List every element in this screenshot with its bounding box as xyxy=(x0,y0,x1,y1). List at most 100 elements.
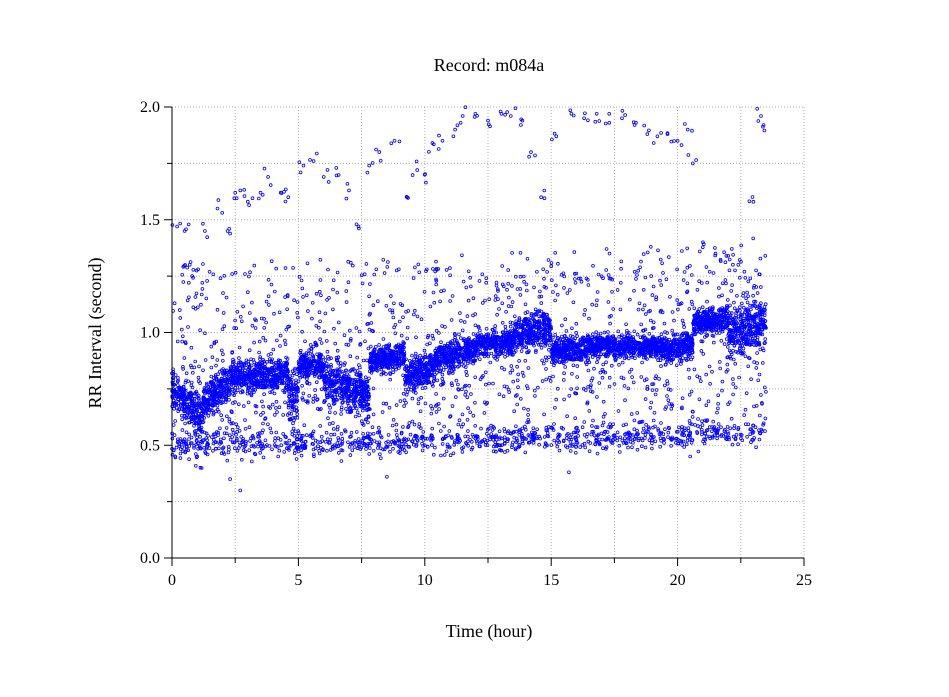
data-point xyxy=(590,332,595,337)
data-point xyxy=(235,309,240,314)
data-point xyxy=(206,413,211,418)
data-point xyxy=(176,376,180,380)
data-point xyxy=(262,392,266,397)
data-point xyxy=(173,396,178,401)
data-point xyxy=(194,463,198,468)
data-point xyxy=(615,288,620,292)
data-point xyxy=(237,402,241,407)
data-point xyxy=(228,433,232,438)
data-point xyxy=(516,385,520,390)
data-point xyxy=(257,350,261,355)
data-point xyxy=(415,314,420,319)
data-point xyxy=(240,365,244,369)
data-point xyxy=(208,391,213,396)
data-point xyxy=(323,358,328,362)
data-point xyxy=(357,329,362,334)
data-point xyxy=(641,307,645,312)
data-point xyxy=(718,366,722,371)
data-point xyxy=(575,364,580,368)
data-point xyxy=(285,357,290,361)
data-point xyxy=(639,322,643,327)
data-point xyxy=(183,388,188,393)
data-point xyxy=(595,395,599,399)
data-point xyxy=(394,403,399,407)
data-point xyxy=(184,407,188,411)
data-point xyxy=(488,360,493,365)
data-point xyxy=(208,408,212,412)
data-point xyxy=(268,390,272,395)
data-point xyxy=(176,401,181,406)
data-point xyxy=(554,283,558,288)
data-point xyxy=(540,379,545,383)
data-point xyxy=(717,294,721,299)
data-point xyxy=(213,373,218,377)
data-point xyxy=(425,342,429,347)
data-point xyxy=(669,361,673,365)
data-point xyxy=(190,419,194,424)
data-point xyxy=(215,396,219,401)
data-point xyxy=(222,387,227,391)
data-point xyxy=(247,366,252,370)
data-point xyxy=(434,392,438,396)
data-point xyxy=(495,357,499,362)
data-point xyxy=(310,316,314,321)
data-point xyxy=(180,413,184,418)
data-point xyxy=(239,383,244,388)
data-point xyxy=(186,411,190,415)
data-point xyxy=(223,383,228,388)
data-point xyxy=(227,393,231,397)
data-point xyxy=(563,365,567,369)
data-point xyxy=(600,375,605,380)
data-point xyxy=(659,332,664,337)
data-point xyxy=(189,409,194,414)
data-point xyxy=(423,385,428,390)
data-point xyxy=(458,336,463,340)
data-point xyxy=(294,457,299,461)
data-point xyxy=(234,326,239,331)
data-point xyxy=(456,382,460,387)
data-point xyxy=(180,390,185,395)
data-point xyxy=(230,387,235,392)
data-point xyxy=(380,410,385,414)
data-point xyxy=(308,343,313,347)
data-points-layer xyxy=(170,105,768,493)
data-point xyxy=(187,397,191,401)
data-point xyxy=(306,309,310,313)
data-point xyxy=(570,371,574,376)
data-point xyxy=(643,397,648,401)
data-point xyxy=(222,324,227,329)
data-point xyxy=(601,362,605,367)
data-point xyxy=(616,329,621,334)
data-point xyxy=(500,320,505,325)
data-point xyxy=(477,357,482,362)
data-point xyxy=(377,343,381,347)
data-point xyxy=(189,415,193,420)
data-point xyxy=(686,367,691,372)
data-point xyxy=(277,405,282,410)
data-point xyxy=(194,414,199,419)
data-point xyxy=(547,347,551,352)
data-point xyxy=(705,299,709,304)
data-point xyxy=(258,413,263,417)
data-point xyxy=(627,297,632,302)
data-point xyxy=(277,310,282,315)
data-point xyxy=(649,400,654,405)
data-point xyxy=(437,407,441,411)
data-point xyxy=(653,392,658,397)
data-point xyxy=(511,379,516,384)
data-point xyxy=(281,388,285,393)
data-point xyxy=(501,394,506,399)
data-point xyxy=(651,284,656,289)
data-point xyxy=(193,429,197,434)
data-point xyxy=(217,392,221,397)
data-point xyxy=(245,391,250,396)
data-point xyxy=(225,414,229,419)
data-point xyxy=(190,399,195,404)
data-point xyxy=(240,363,245,368)
data-point xyxy=(193,421,198,426)
data-point xyxy=(182,356,187,360)
data-point xyxy=(201,405,205,409)
data-point xyxy=(185,403,190,407)
data-point xyxy=(324,361,329,366)
